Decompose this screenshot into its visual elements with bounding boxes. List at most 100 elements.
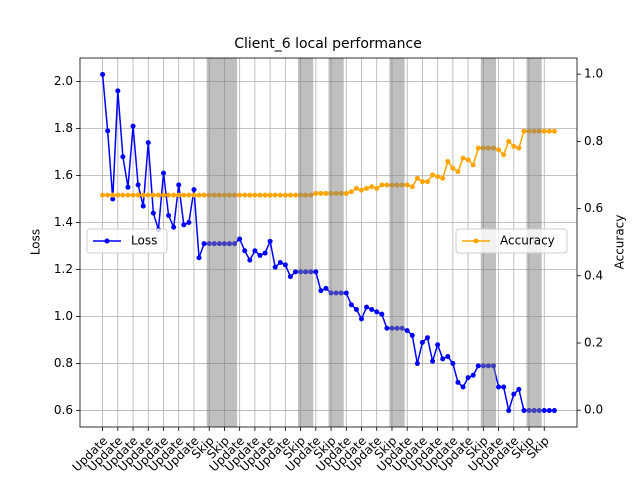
data-point xyxy=(450,361,456,367)
data-point xyxy=(409,332,415,338)
data-point xyxy=(135,192,141,198)
data-point xyxy=(450,165,456,171)
data-point xyxy=(551,128,557,134)
plot-frame xyxy=(79,57,578,428)
data-point xyxy=(181,192,187,198)
data-point xyxy=(440,175,446,181)
data-point xyxy=(140,203,146,209)
data-point xyxy=(105,192,111,198)
data-point xyxy=(161,170,167,176)
data-point xyxy=(105,128,111,134)
data-point xyxy=(465,157,471,163)
data-point xyxy=(470,162,476,168)
data-point xyxy=(257,192,263,198)
data-point xyxy=(237,192,243,198)
data-point xyxy=(348,302,354,308)
data-point xyxy=(267,238,273,244)
data-point xyxy=(460,384,466,390)
y2-axis-label: Accuracy xyxy=(613,215,627,270)
data-point xyxy=(201,241,207,247)
data-point xyxy=(150,192,156,198)
data-point xyxy=(323,190,329,196)
data-point xyxy=(323,285,329,291)
data-point xyxy=(414,175,420,181)
data-point xyxy=(445,353,451,359)
data-point xyxy=(130,123,136,129)
data-point xyxy=(171,192,177,198)
y-tick-label: 2.0 xyxy=(54,74,73,88)
data-point xyxy=(196,255,202,261)
data-point xyxy=(196,192,202,198)
data-point xyxy=(272,264,278,270)
data-point xyxy=(364,304,370,310)
data-point xyxy=(379,311,385,317)
data-point xyxy=(511,143,517,149)
y2-tick-label: 1.0 xyxy=(584,67,603,81)
data-point xyxy=(130,192,136,198)
legend-box xyxy=(86,228,168,254)
legend-box xyxy=(455,228,568,254)
data-point xyxy=(237,236,243,242)
data-point xyxy=(384,325,390,331)
data-point xyxy=(353,185,359,191)
y-tick-label: 1.6 xyxy=(54,168,73,182)
skip-region xyxy=(298,58,314,427)
skip-region xyxy=(389,58,405,427)
legend-label: Loss xyxy=(131,234,157,248)
y2-tick-label: 0.4 xyxy=(584,268,603,282)
data-point xyxy=(287,192,293,198)
data-point xyxy=(201,192,207,198)
data-point xyxy=(242,248,248,254)
data-point xyxy=(496,147,502,153)
data-point xyxy=(506,138,512,144)
data-point xyxy=(155,192,161,198)
data-point xyxy=(516,145,522,151)
data-point xyxy=(150,210,156,216)
data-point xyxy=(521,408,527,414)
y-tick-label: 1.8 xyxy=(54,121,73,135)
data-point xyxy=(369,184,375,190)
data-point xyxy=(374,185,380,191)
data-point xyxy=(475,145,481,151)
data-point xyxy=(404,328,410,334)
data-point xyxy=(348,189,354,195)
data-point xyxy=(430,358,436,364)
data-point xyxy=(171,224,177,230)
data-point xyxy=(252,192,258,198)
data-point xyxy=(501,152,507,158)
data-point xyxy=(272,192,278,198)
legend-marker xyxy=(473,238,479,244)
data-point xyxy=(181,222,187,228)
data-point xyxy=(516,386,522,392)
data-point xyxy=(521,128,527,134)
data-point xyxy=(546,408,552,414)
data-point xyxy=(262,192,268,198)
data-point xyxy=(313,190,319,196)
y-tick-label: 1.0 xyxy=(54,309,73,323)
data-point xyxy=(409,184,415,190)
data-point xyxy=(287,274,293,280)
y2-tick-label: 0.2 xyxy=(584,335,603,349)
legend-label: Accuracy xyxy=(500,234,555,248)
skip-region xyxy=(206,58,238,427)
data-point xyxy=(115,88,121,94)
data-point xyxy=(358,187,364,193)
data-point xyxy=(186,192,192,198)
chart-title: Client_6 local performance xyxy=(234,36,422,52)
data-point xyxy=(379,182,385,188)
y2-tick-label: 0.8 xyxy=(584,134,603,148)
data-point xyxy=(176,182,182,188)
legend-marker xyxy=(104,238,110,244)
data-point xyxy=(257,252,263,258)
data-point xyxy=(115,192,121,198)
data-point xyxy=(110,196,116,202)
data-point xyxy=(496,384,502,390)
y-tick-label: 1.2 xyxy=(54,262,73,276)
data-point xyxy=(186,220,192,226)
y-tick-label: 0.8 xyxy=(54,356,73,370)
data-point xyxy=(252,248,258,254)
data-point xyxy=(277,192,283,198)
data-point xyxy=(546,128,552,134)
data-point xyxy=(445,159,451,165)
